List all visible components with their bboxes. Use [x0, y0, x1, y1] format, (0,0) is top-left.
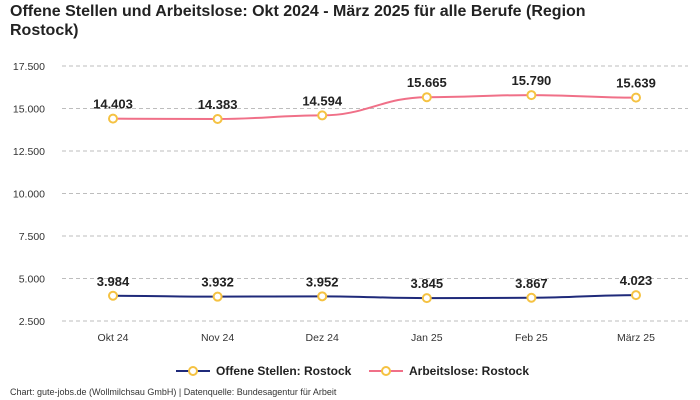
x-axis: Okt 24 Nov 24 Dez 24 Jan 25 Feb 25 März 25 — [98, 332, 656, 344]
data-point — [108, 113, 118, 124]
data-label: 14.403 — [93, 97, 133, 112]
data-label: 14.594 — [302, 93, 343, 108]
x-tick-label: Nov 24 — [201, 332, 234, 344]
data-label: 3.952 — [306, 274, 339, 289]
x-tick-label: Dez 24 — [306, 332, 339, 344]
data-point — [631, 92, 641, 103]
data-label: 3.932 — [201, 275, 234, 290]
y-tick-label: 5.000 — [19, 274, 45, 286]
x-tick-label: Feb 25 — [515, 332, 548, 344]
chart-title: Offene Stellen und Arbeitslose: Okt 2024… — [10, 3, 586, 39]
data-label: 3.845 — [411, 276, 444, 291]
data-point — [212, 113, 223, 124]
data-label: 15.790 — [512, 73, 552, 88]
data-label: 3.984 — [97, 274, 130, 289]
legend-item: Arbeitslose: Rostock — [369, 364, 529, 378]
data-label: 15.639 — [616, 76, 656, 91]
data-point — [317, 110, 328, 121]
legend-label: Arbeitslose: Rostock — [409, 364, 529, 378]
y-tick-label: 2.500 — [19, 316, 45, 328]
x-tick-label: März 25 — [617, 332, 655, 344]
data-label: 14.383 — [198, 97, 238, 112]
data-point — [526, 90, 537, 101]
data-label: 15.665 — [407, 75, 447, 90]
y-tick-label: 17.500 — [13, 61, 45, 73]
legend-marker — [381, 366, 391, 376]
y-tick-label: 10.000 — [13, 189, 45, 201]
data-point — [317, 291, 328, 302]
x-tick-label: Okt 24 — [98, 332, 129, 344]
series-line — [112, 94, 637, 120]
data-label: 3.867 — [515, 276, 548, 291]
data-point — [108, 290, 118, 301]
series-arbeitslose: 14.403 14.383 14.594 15.665 15.790 15.639 — [93, 73, 656, 124]
legend-marker — [188, 366, 198, 376]
data-label: 4.023 — [620, 273, 653, 288]
series-offene-stellen: 3.984 3.932 3.952 3.845 3.867 4.023 — [97, 273, 653, 304]
y-gridlines: 2.500 5.000 7.500 10.000 12.500 15.000 17.500 — [13, 61, 688, 328]
legend: Offene Stellen: Rostock Arbeitslose: Rost… — [176, 364, 529, 378]
series-line — [112, 294, 637, 300]
chart-footer-source: Chart: gute-jobs.de (Wollmilchsau GmbH) … — [10, 387, 337, 397]
data-point — [631, 290, 641, 301]
data-point — [212, 291, 223, 302]
y-tick-label: 7.500 — [19, 231, 45, 243]
data-point — [421, 92, 432, 103]
data-point — [421, 293, 432, 304]
legend-item: Offene Stellen: Rostock — [176, 364, 352, 378]
y-tick-label: 12.500 — [13, 146, 45, 158]
legend-label: Offene Stellen: Rostock — [216, 364, 352, 378]
data-point — [526, 292, 537, 303]
y-tick-label: 15.000 — [13, 104, 45, 116]
x-tick-label: Jan 25 — [411, 332, 443, 344]
